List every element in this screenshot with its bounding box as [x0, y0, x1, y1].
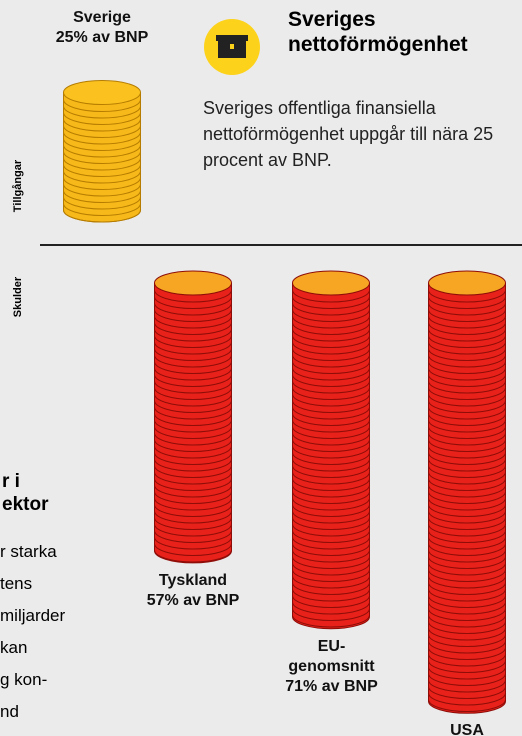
side-panel: r iektor r starkatensmiljarderkang kon-nd [0, 470, 80, 728]
stack-body [429, 283, 506, 701]
stack-top [293, 271, 370, 295]
coin-stack [64, 81, 141, 223]
stack-top [64, 81, 141, 105]
stack-label: Sverige25% av BNP [37, 8, 167, 48]
stack-label: Tyskland57% av BNP [128, 571, 258, 611]
stack-top [155, 271, 232, 295]
stack-top [429, 271, 506, 295]
side-body: kan [0, 632, 80, 664]
coin-stack [429, 271, 506, 713]
stack-label: USA89% av BNP [402, 721, 522, 736]
info-body: Sveriges offentliga finansiella nettoför… [203, 95, 522, 173]
spacer [0, 516, 80, 536]
category-label: Tyskland [128, 571, 258, 591]
stack-body [155, 283, 232, 551]
coin-stack [155, 271, 232, 563]
stack-label: EU-genomsnitt71% av BNP [284, 637, 379, 697]
value-label: 57% av BNP [128, 591, 258, 611]
category-label: USA [402, 721, 522, 736]
side-body: r starka [0, 536, 80, 568]
side-body: tens [0, 568, 80, 600]
coin-stack [293, 271, 370, 629]
side-body: nd [0, 696, 80, 728]
infographic: Sveriges nettoförmögenhet Sveriges offen… [0, 0, 522, 736]
category-label: Sverige [37, 8, 167, 28]
value-label: 71% av BNP [284, 677, 379, 697]
icon-lock [230, 44, 234, 49]
stack-body [293, 283, 370, 617]
icon-lid [216, 35, 248, 41]
axis-label: Tillgångar [12, 156, 24, 216]
side-title: ektor [2, 493, 80, 516]
info-title: Sveriges nettoförmögenhet [288, 7, 522, 57]
side-title: r i [2, 470, 80, 493]
side-body: g kon- [0, 664, 80, 696]
axis-label: Skulder [12, 267, 24, 327]
value-label: 25% av BNP [37, 28, 167, 48]
side-body: miljarder [0, 600, 80, 632]
category-label: EU-genomsnitt [284, 637, 379, 677]
